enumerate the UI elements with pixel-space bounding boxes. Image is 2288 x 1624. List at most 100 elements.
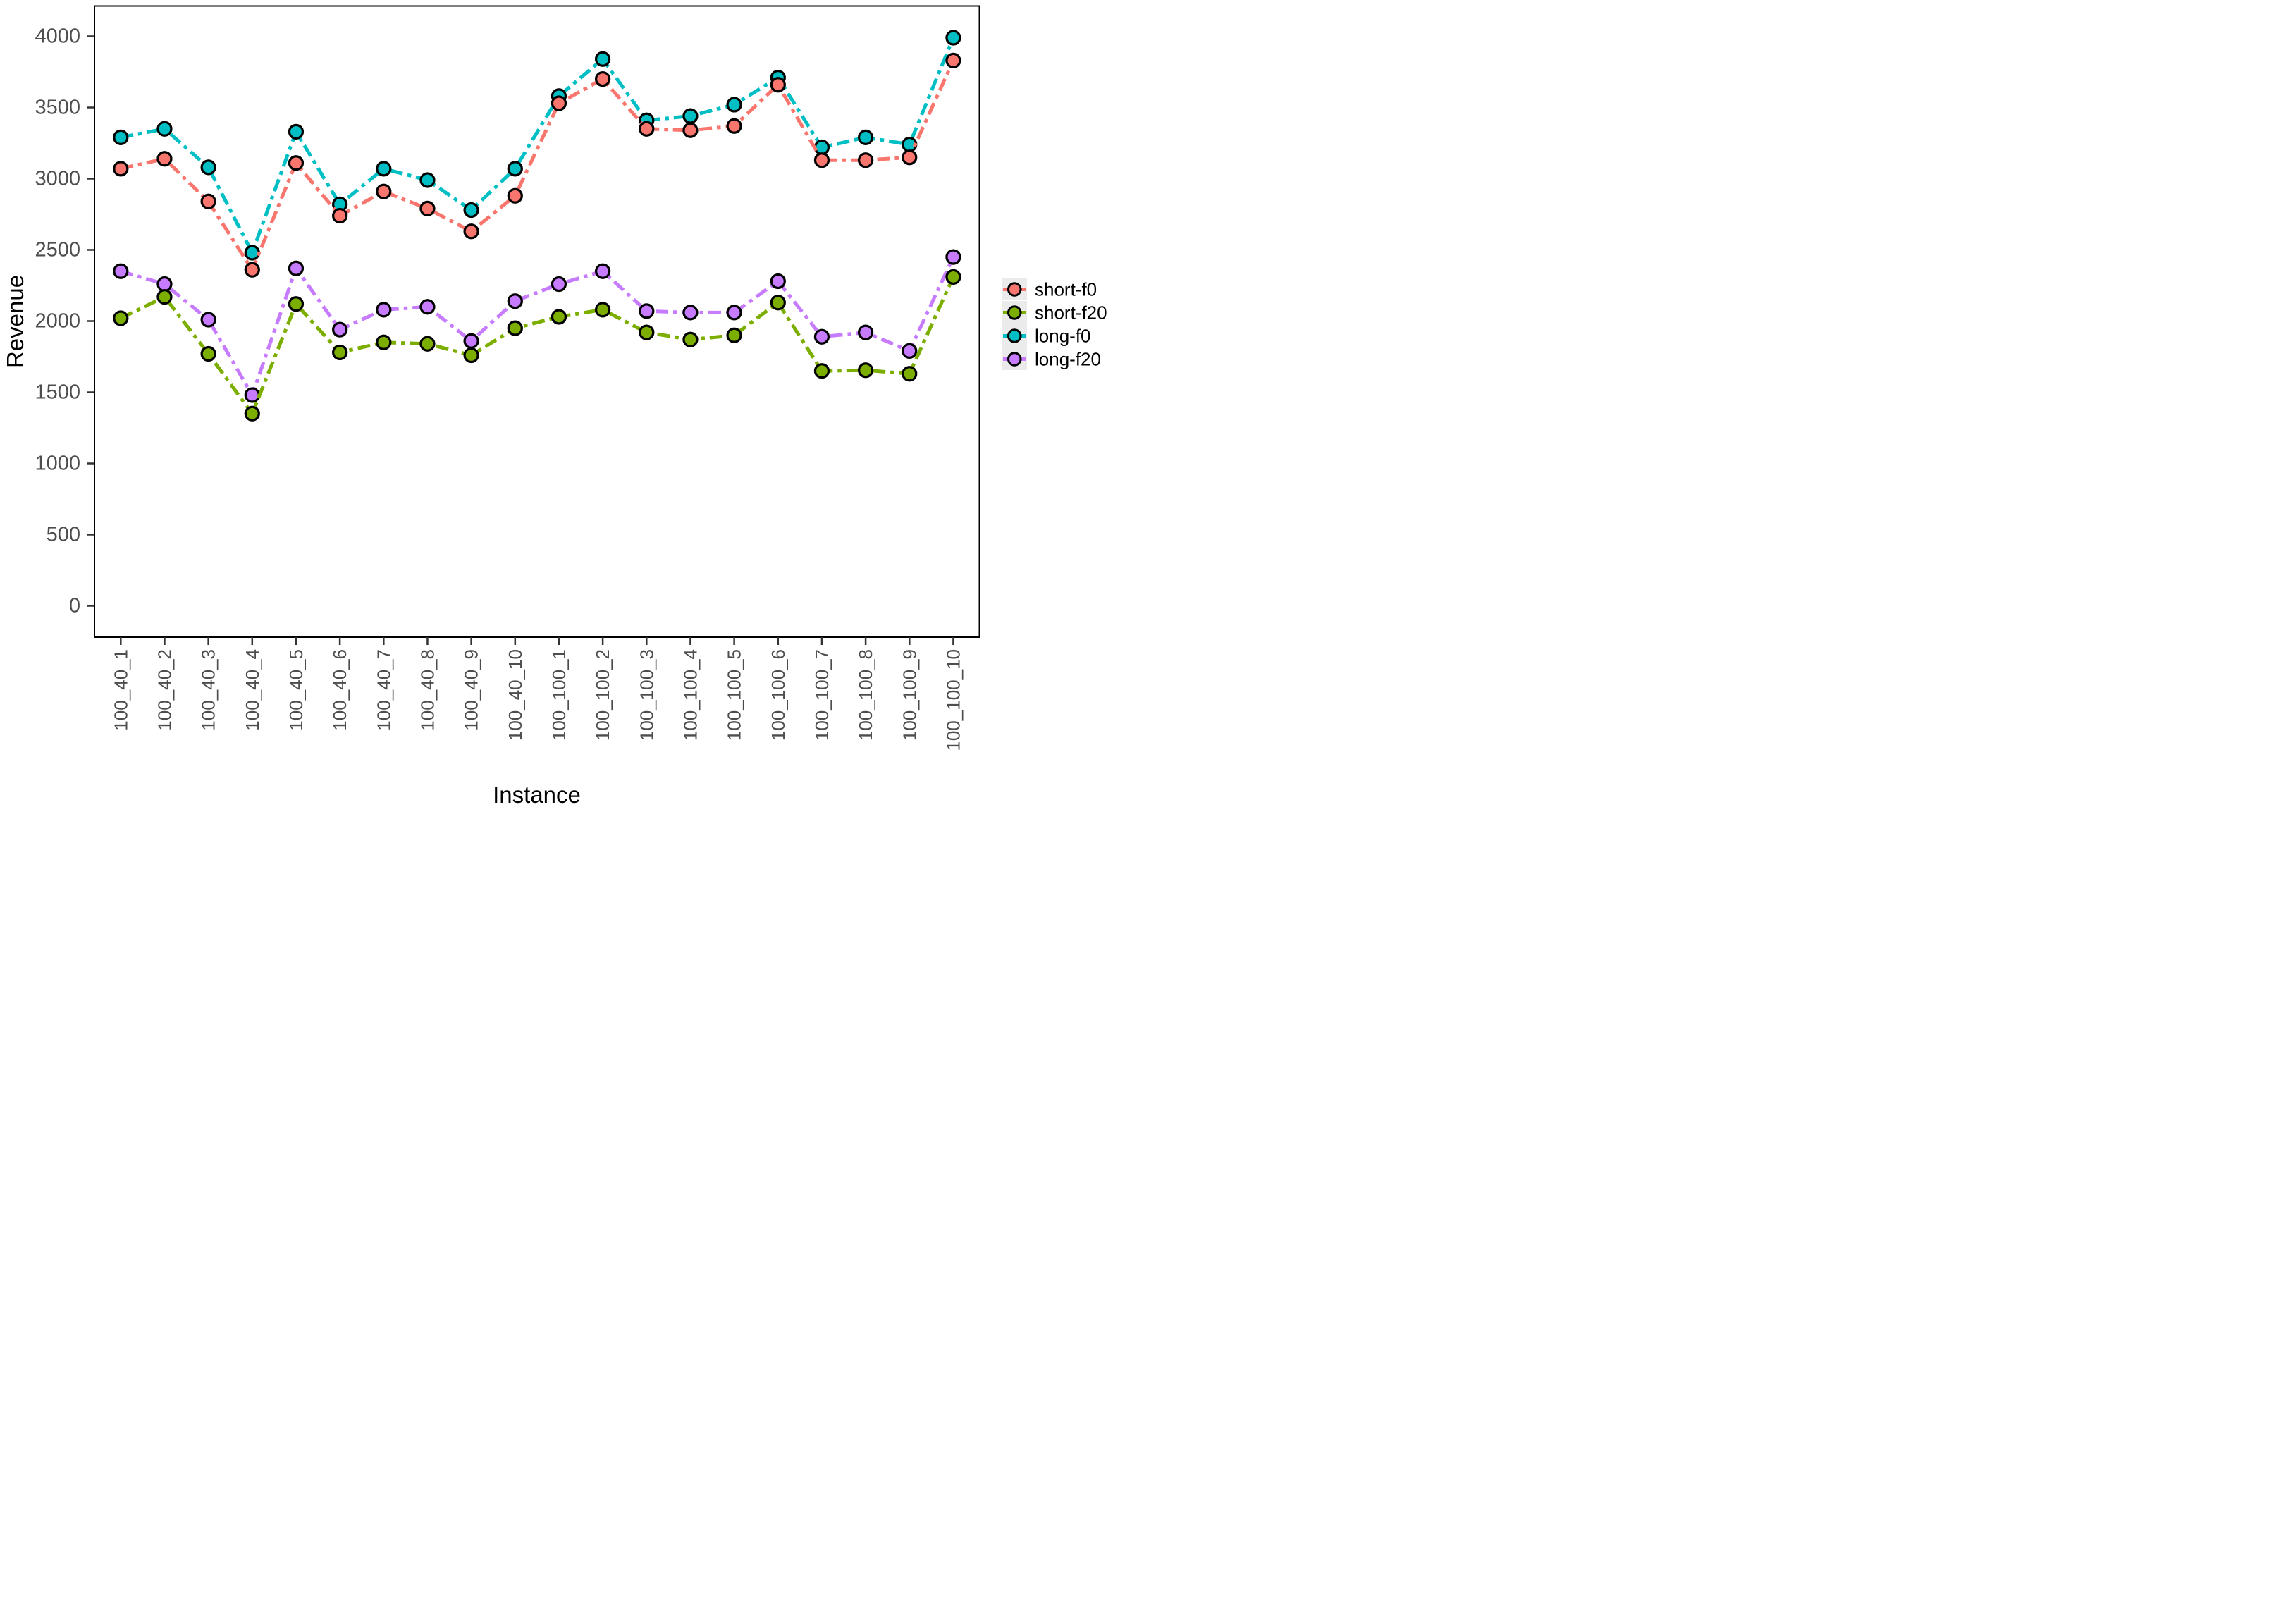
legend-item-short-f0: short-f0 bbox=[1002, 278, 1097, 300]
x-tick-label: 100_100_2 bbox=[592, 649, 613, 741]
series-line-short-f20 bbox=[120, 276, 955, 417]
series-line-short-f0 bbox=[120, 59, 955, 274]
data-point-short-f0 bbox=[682, 122, 699, 138]
x-tick-label: 100_100_4 bbox=[679, 649, 701, 741]
data-point-long-f20 bbox=[857, 324, 874, 340]
x-tick-label: 100_100_6 bbox=[768, 649, 789, 741]
data-point-short-f20 bbox=[288, 296, 305, 312]
x-tick-label: 100_40_3 bbox=[198, 649, 219, 731]
data-point-long-f0 bbox=[376, 161, 392, 177]
data-point-long-f0 bbox=[813, 139, 830, 156]
x-tick-label: 100_100_3 bbox=[636, 649, 657, 741]
legend-label: long-f0 bbox=[1035, 326, 1091, 347]
data-point-short-f0 bbox=[770, 77, 786, 93]
legend-label: long-f20 bbox=[1035, 349, 1101, 370]
x-tick-label: 100_40_5 bbox=[285, 649, 307, 731]
legend-key-marker bbox=[1007, 282, 1022, 297]
data-point-long-f0 bbox=[594, 51, 611, 67]
data-point-long-f0 bbox=[682, 108, 699, 124]
x-tick-label: 100_40_6 bbox=[329, 649, 350, 731]
y-tick-label: 1000 bbox=[35, 453, 80, 475]
legend-item-short-f20: short-f20 bbox=[1002, 301, 1107, 324]
data-point-short-f0 bbox=[726, 118, 742, 134]
x-tick-label: 100_40_8 bbox=[417, 649, 438, 731]
data-point-long-f20 bbox=[419, 299, 436, 315]
legend-key-marker bbox=[1007, 305, 1022, 320]
y-tick-label: 1500 bbox=[35, 381, 80, 404]
data-point-short-f20 bbox=[682, 331, 699, 347]
data-point-short-f20 bbox=[156, 289, 173, 305]
legend-label: short-f0 bbox=[1035, 279, 1097, 300]
data-point-long-f20 bbox=[332, 321, 348, 338]
data-point-short-f0 bbox=[507, 187, 523, 204]
data-point-short-f20 bbox=[726, 327, 742, 343]
data-point-short-f0 bbox=[463, 223, 479, 240]
legend-key-marker bbox=[1007, 352, 1022, 367]
data-point-long-f0 bbox=[726, 97, 742, 113]
y-tick-label: 3000 bbox=[35, 168, 80, 190]
data-point-long-f20 bbox=[551, 276, 567, 293]
data-point-short-f0 bbox=[857, 152, 874, 168]
data-point-short-f20 bbox=[813, 363, 830, 379]
data-point-short-f20 bbox=[594, 302, 611, 318]
data-point-short-f20 bbox=[419, 336, 436, 352]
data-point-short-f0 bbox=[551, 95, 567, 111]
y-tick-label: 4000 bbox=[35, 25, 80, 48]
data-point-long-f20 bbox=[113, 263, 129, 279]
x-tick-label: 100_100_9 bbox=[899, 649, 920, 741]
data-point-long-f20 bbox=[945, 249, 961, 265]
series-short-f20 bbox=[113, 269, 961, 422]
data-point-long-f20 bbox=[156, 276, 173, 293]
data-point-short-f20 bbox=[857, 362, 874, 379]
x-axis-title: Instance bbox=[493, 782, 581, 808]
data-point-long-f0 bbox=[463, 202, 479, 219]
axis-layer: 0 500 1000 1500 2000 2500 3000 3500 4000 100_40_1… bbox=[35, 25, 964, 751]
data-point-long-f0 bbox=[507, 161, 523, 177]
data-point-short-f0 bbox=[288, 155, 305, 171]
data-point-long-f0 bbox=[113, 129, 129, 146]
data-point-short-f0 bbox=[813, 152, 830, 168]
data-point-long-f0 bbox=[419, 172, 436, 188]
data-point-short-f20 bbox=[551, 309, 567, 325]
x-tick-label: 100_40_1 bbox=[110, 649, 131, 731]
data-point-short-f20 bbox=[200, 345, 216, 362]
data-point-short-f0 bbox=[244, 262, 260, 278]
data-point-short-f20 bbox=[902, 366, 918, 382]
legend-item-long-f0: long-f0 bbox=[1002, 324, 1091, 347]
data-point-long-f0 bbox=[288, 123, 305, 140]
data-point-short-f0 bbox=[376, 183, 392, 199]
data-point-short-f20 bbox=[332, 344, 348, 361]
data-point-short-f0 bbox=[945, 52, 961, 68]
series-long-f20 bbox=[113, 249, 961, 403]
data-point-long-f20 bbox=[507, 293, 523, 309]
data-point-short-f0 bbox=[639, 121, 655, 137]
y-tick-label: 3500 bbox=[35, 97, 80, 119]
x-tick-label: 100_100_8 bbox=[855, 649, 876, 741]
data-point-short-f20 bbox=[945, 269, 961, 285]
y-tick-label: 2000 bbox=[35, 310, 80, 333]
data-point-long-f20 bbox=[902, 343, 918, 359]
y-tick-label: 500 bbox=[47, 524, 80, 546]
revenue-line-chart-figure: 0 500 1000 1500 2000 2500 3000 3500 4000 100_40_1… bbox=[0, 0, 1144, 812]
data-point-long-f20 bbox=[463, 333, 479, 349]
data-point-long-f20 bbox=[813, 328, 830, 345]
x-tick-label: 100_40_7 bbox=[373, 649, 394, 731]
x-tick-label: 100_100_5 bbox=[724, 649, 745, 741]
y-tick-label: 0 bbox=[69, 595, 80, 617]
data-point-short-f0 bbox=[200, 193, 216, 209]
data-point-short-f20 bbox=[639, 324, 655, 340]
data-point-short-f20 bbox=[113, 310, 129, 326]
data-point-long-f20 bbox=[726, 304, 742, 321]
data-point-long-f20 bbox=[682, 304, 699, 321]
x-tick-label: 100_40_2 bbox=[154, 649, 175, 731]
data-point-short-f0 bbox=[594, 70, 611, 87]
x-tick-label: 100_100_10 bbox=[942, 649, 964, 751]
data-point-short-f20 bbox=[244, 405, 260, 422]
data-point-long-f0 bbox=[156, 121, 173, 137]
data-point-long-f20 bbox=[376, 302, 392, 318]
data-point-long-f0 bbox=[945, 30, 961, 46]
legend-item-long-f20: long-f20 bbox=[1002, 347, 1101, 370]
data-point-short-f0 bbox=[156, 151, 173, 167]
data-point-long-f20 bbox=[594, 263, 611, 279]
